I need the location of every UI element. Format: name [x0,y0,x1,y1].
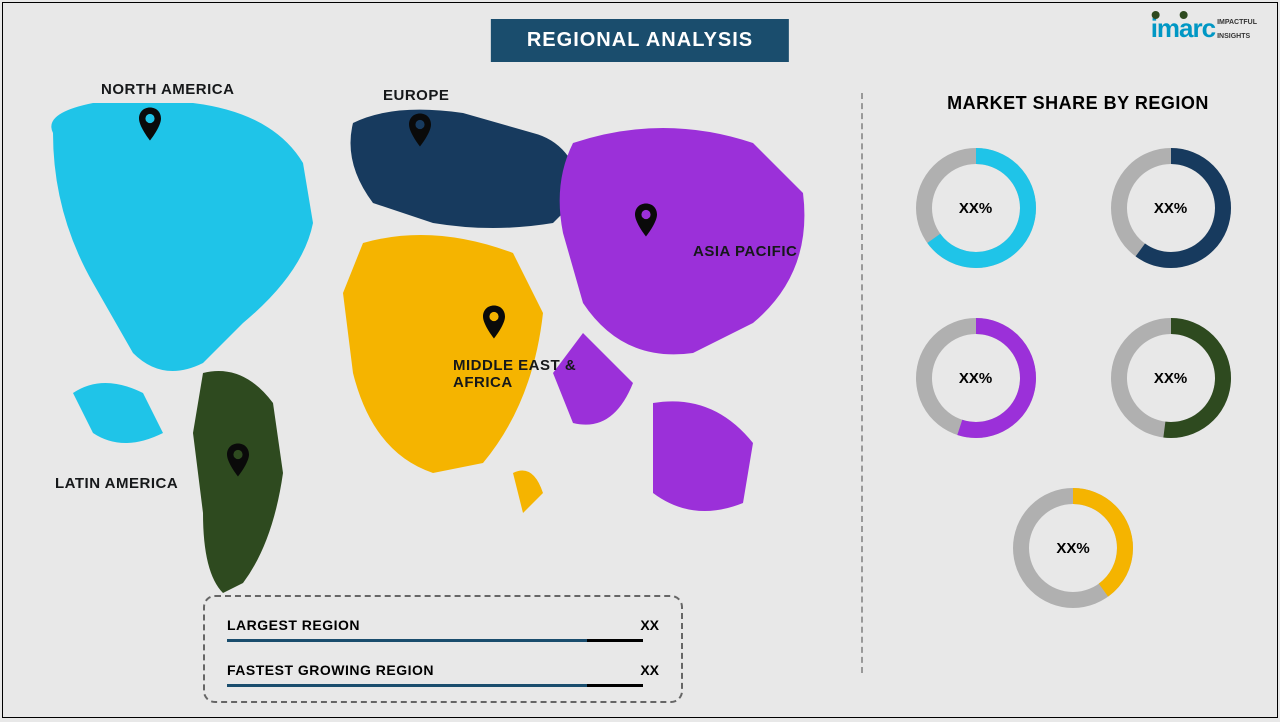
pin-asia-pacific [635,203,657,237]
region-asia-pacific [553,128,804,511]
donut-la: XX% [1096,303,1246,453]
donut-mea: XX% [998,473,1148,623]
label-asia-pacific: ASIA PACIFIC [693,243,797,260]
donut-ap: XX% [901,303,1051,453]
share-title: MARKET SHARE BY REGION [893,93,1263,114]
legend-box: LARGEST REGION XX FASTEST GROWING REGION… [203,595,683,703]
legend-label: LARGEST REGION [227,617,360,633]
logo-tagline: IMPACTFUL INSIGHTS [1217,13,1257,40]
pin-europe [409,113,431,147]
donut-eu: XX% [1096,133,1246,283]
legend-row-fastest: FASTEST GROWING REGION XX [227,662,659,678]
legend-bar [227,684,587,687]
brand-logo: imarc IMPACTFUL INSIGHTS [1151,13,1257,44]
infographic-frame: REGIONAL ANALYSIS imarc IMPACTFUL INSIGH… [2,2,1278,718]
label-north-america: NORTH AMERICA [101,81,234,98]
region-north-america [51,103,313,443]
legend-value: XX [640,662,659,678]
legend-bar [227,639,587,642]
pin-latin-america [227,443,249,477]
pin-mea [483,305,505,339]
label-europe: EUROPE [383,87,449,104]
label-mea: MIDDLE EAST & AFRICA [453,357,593,391]
legend-row-largest: LARGEST REGION XX [227,617,659,633]
legend-label: FASTEST GROWING REGION [227,662,434,678]
donut-na: XX% [901,133,1051,283]
page-title: REGIONAL ANALYSIS [491,19,789,62]
region-latin-america [193,371,283,593]
pin-north-america [139,107,161,141]
world-map: NORTH AMERICA EUROPE ASIA PACIFIC MIDDLE… [13,73,843,603]
legend-value: XX [640,617,659,633]
label-latin-america: LATIN AMERICA [55,475,178,492]
vertical-divider [861,93,863,673]
logo-text: imarc [1151,13,1215,44]
donut-grid: XX% XX% XX% XX% XX% [883,133,1263,623]
map-svg [13,73,843,603]
region-europe [351,110,584,228]
